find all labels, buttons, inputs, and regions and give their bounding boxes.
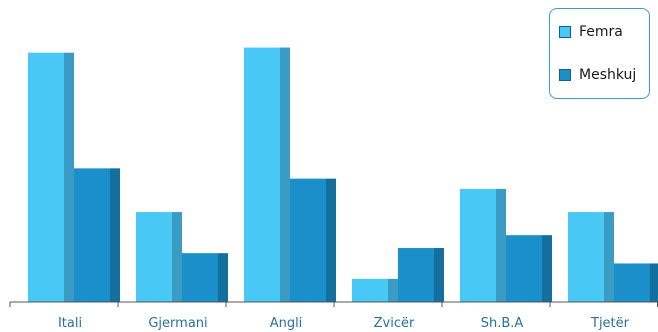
legend-label-meshkuj: Meshkuj	[579, 67, 637, 83]
bar-meshkuj-angli	[290, 178, 326, 302]
bar-meshkuj-itali	[74, 168, 110, 302]
legend: Femra Meshkuj	[549, 8, 650, 99]
category-label: Zvicër	[374, 316, 415, 331]
category-label: Angli	[270, 316, 303, 331]
bar-side-meshkuj-tjet-r	[650, 263, 658, 302]
bar-side-meshkuj-angli	[326, 178, 336, 302]
legend-label-femra: Femra	[579, 24, 623, 40]
legend-swatch-meshkuj	[559, 69, 571, 81]
bar-side-femra-sh-b-a	[496, 188, 506, 302]
category-label: Gjermani	[148, 316, 207, 331]
bar-side-meshkuj-itali	[110, 168, 120, 302]
bar-meshkuj-zvic-r	[398, 248, 434, 302]
bar-side-meshkuj-zvic-r	[434, 248, 444, 302]
category-labels-group: Itali Gjermani Angli Zvicër Sh.B.A Tjetër	[58, 316, 630, 331]
legend-item-meshkuj: Meshkuj	[559, 67, 636, 83]
legend-item-femra: Femra	[559, 24, 623, 40]
bar-side-femra-zvic-r	[388, 278, 398, 302]
bar-meshkuj-gjermani	[182, 253, 218, 302]
bar-femra-tjet-r	[568, 212, 604, 302]
bar-femra-itali	[28, 52, 64, 303]
bar-femra-sh-b-a	[460, 188, 496, 302]
bar-femra-gjermani	[136, 212, 172, 302]
bars-group	[28, 47, 658, 303]
bar-side-femra-tjet-r	[604, 212, 614, 302]
bar-femra-zvic-r	[352, 278, 388, 302]
bar-side-meshkuj-gjermani	[218, 253, 228, 302]
bar-side-meshkuj-sh-b-a	[542, 235, 552, 302]
category-label: Tjetër	[590, 316, 630, 331]
category-label: Sh.B.A	[481, 316, 524, 331]
legend-swatch-femra	[559, 26, 571, 38]
bar-meshkuj-sh-b-a	[506, 235, 542, 302]
bar-meshkuj-tjet-r	[614, 263, 650, 302]
category-label: Itali	[58, 316, 82, 331]
bar-femra-angli	[244, 47, 280, 302]
x-ticks-group	[9, 302, 658, 307]
bar-side-femra-gjermani	[172, 212, 182, 302]
bar-side-femra-angli	[280, 47, 290, 302]
bar-side-femra-itali	[64, 52, 74, 303]
